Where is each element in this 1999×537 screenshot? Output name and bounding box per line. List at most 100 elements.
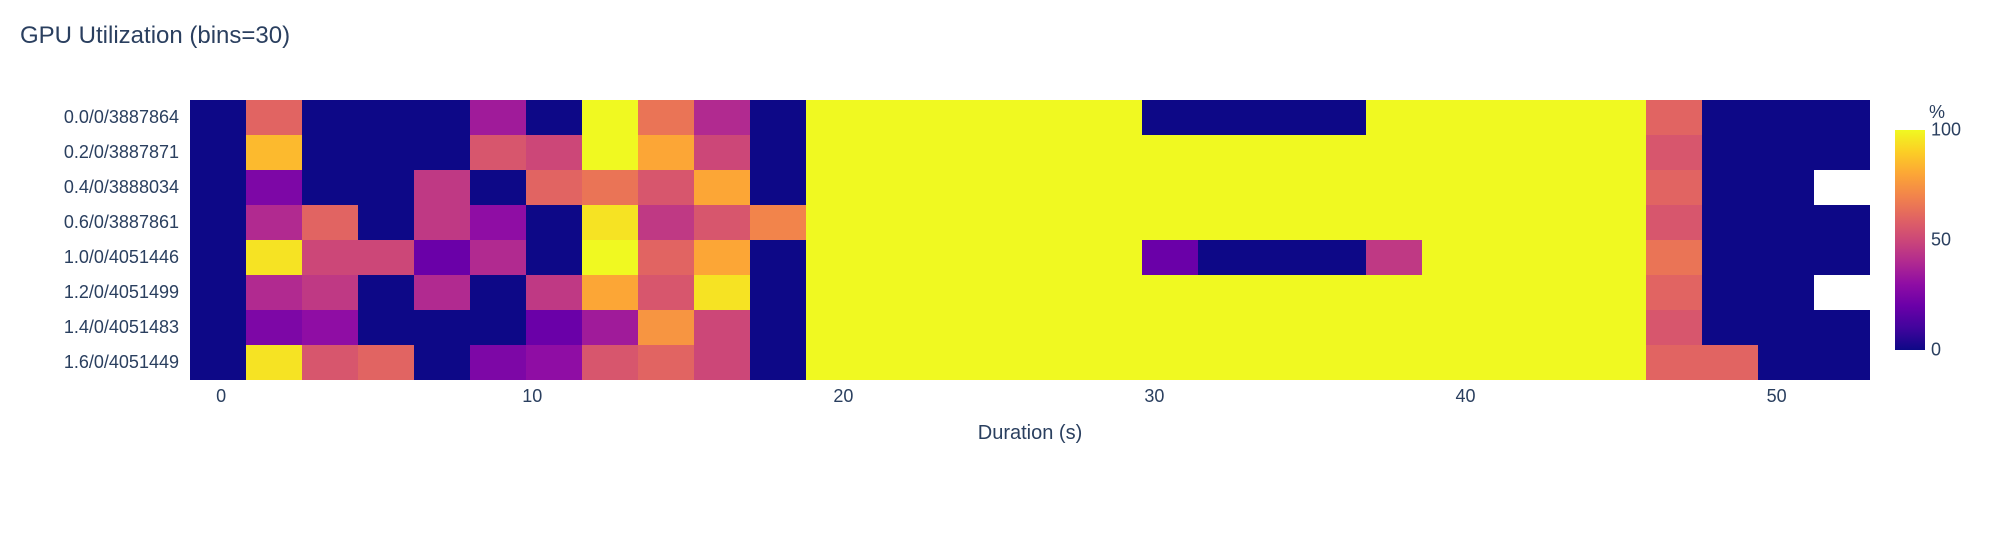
heatmap-cell xyxy=(1086,100,1142,135)
heatmap-cell xyxy=(1254,310,1310,345)
heatmap-cell xyxy=(1086,135,1142,170)
heatmap-cell xyxy=(526,170,582,205)
heatmap-cell xyxy=(974,205,1030,240)
heatmap-cell xyxy=(1702,100,1758,135)
heatmap-cell xyxy=(1030,275,1086,310)
heatmap-cell xyxy=(470,275,526,310)
heatmap-cell xyxy=(1758,135,1814,170)
y-tick-label: 0.4/0/3888034 xyxy=(0,170,185,205)
heatmap-cell xyxy=(1590,170,1646,205)
heatmap-cell xyxy=(862,310,918,345)
heatmap-cell xyxy=(1422,310,1478,345)
heatmap-cell xyxy=(918,100,974,135)
heatmap-cell xyxy=(694,310,750,345)
heatmap-cell xyxy=(1198,275,1254,310)
heatmap-cell xyxy=(1254,100,1310,135)
heatmap-cell xyxy=(1646,240,1702,275)
heatmap-cell xyxy=(414,275,470,310)
heatmap-cell xyxy=(358,205,414,240)
heatmap-cell xyxy=(974,275,1030,310)
heatmap-cell xyxy=(1646,205,1702,240)
heatmap-cell xyxy=(694,170,750,205)
heatmap-cell xyxy=(1142,310,1198,345)
heatmap-cell xyxy=(582,100,638,135)
heatmap-cell xyxy=(1310,205,1366,240)
heatmap-cell xyxy=(526,345,582,380)
heatmap-cell xyxy=(1814,135,1870,170)
heatmap-cell xyxy=(358,345,414,380)
heatmap-cell xyxy=(1646,100,1702,135)
heatmap-cell xyxy=(1366,310,1422,345)
heatmap-cell xyxy=(582,275,638,310)
heatmap-cell xyxy=(358,170,414,205)
heatmap-cell xyxy=(190,170,246,205)
heatmap-cell xyxy=(1478,310,1534,345)
heatmap-cell xyxy=(750,310,806,345)
heatmap-cell xyxy=(862,275,918,310)
x-tick-label: 40 xyxy=(1456,386,1476,407)
heatmap-cell xyxy=(1814,310,1870,345)
heatmap-cell xyxy=(1590,240,1646,275)
heatmap-cell xyxy=(1534,170,1590,205)
heatmap-cell xyxy=(302,345,358,380)
heatmap-cell xyxy=(246,135,302,170)
heatmap-cell xyxy=(358,100,414,135)
x-axis-ticks: 01020304050 xyxy=(190,386,1870,410)
heatmap-cell xyxy=(582,170,638,205)
heatmap-cell xyxy=(1758,240,1814,275)
heatmap-cell xyxy=(302,205,358,240)
heatmap-cell xyxy=(1254,240,1310,275)
heatmap-cell xyxy=(302,170,358,205)
heatmap-cell xyxy=(1422,100,1478,135)
heatmap-grid xyxy=(190,100,1870,380)
heatmap-cell xyxy=(358,240,414,275)
colorbar-tick-label: 50 xyxy=(1931,230,1951,251)
heatmap-cell xyxy=(582,135,638,170)
heatmap-cell xyxy=(1646,170,1702,205)
heatmap-cell xyxy=(694,345,750,380)
heatmap-cell xyxy=(1590,100,1646,135)
heatmap-cell xyxy=(358,275,414,310)
x-tick-label: 0 xyxy=(216,386,226,407)
heatmap-cell xyxy=(1366,275,1422,310)
heatmap-cell xyxy=(1310,135,1366,170)
heatmap-cell xyxy=(918,240,974,275)
heatmap-cell xyxy=(1142,275,1198,310)
heatmap-cell xyxy=(246,310,302,345)
heatmap-cell xyxy=(1590,310,1646,345)
heatmap-cell xyxy=(414,205,470,240)
heatmap-cell xyxy=(1086,345,1142,380)
heatmap-cell xyxy=(1478,275,1534,310)
heatmap-cell xyxy=(582,310,638,345)
heatmap-cell xyxy=(974,170,1030,205)
heatmap-cell xyxy=(302,100,358,135)
heatmap-cell xyxy=(1534,135,1590,170)
heatmap-cell xyxy=(806,345,862,380)
colorbar-tick-label: 0 xyxy=(1931,340,1941,361)
heatmap-cell xyxy=(1030,345,1086,380)
heatmap-cell xyxy=(918,275,974,310)
heatmap-cell xyxy=(750,205,806,240)
heatmap-cell xyxy=(1198,345,1254,380)
heatmap-cell xyxy=(862,240,918,275)
heatmap-cell xyxy=(806,310,862,345)
heatmap-cell xyxy=(246,205,302,240)
heatmap-cell xyxy=(302,275,358,310)
heatmap-cell xyxy=(1086,275,1142,310)
heatmap-cell xyxy=(1814,100,1870,135)
heatmap-cell xyxy=(1590,345,1646,380)
heatmap-cell xyxy=(414,240,470,275)
heatmap-cell xyxy=(1254,345,1310,380)
heatmap-cell xyxy=(470,170,526,205)
y-tick-label: 1.6/0/4051449 xyxy=(0,345,185,380)
y-tick-label: 1.0/0/4051446 xyxy=(0,240,185,275)
heatmap-cell xyxy=(1702,135,1758,170)
heatmap-cell xyxy=(1254,170,1310,205)
heatmap-cell xyxy=(1758,345,1814,380)
heatmap-cell xyxy=(526,310,582,345)
heatmap-cell xyxy=(1590,275,1646,310)
heatmap-cell xyxy=(470,345,526,380)
heatmap-cell xyxy=(1422,275,1478,310)
heatmap-cell xyxy=(526,100,582,135)
heatmap-cell xyxy=(1814,170,1870,205)
